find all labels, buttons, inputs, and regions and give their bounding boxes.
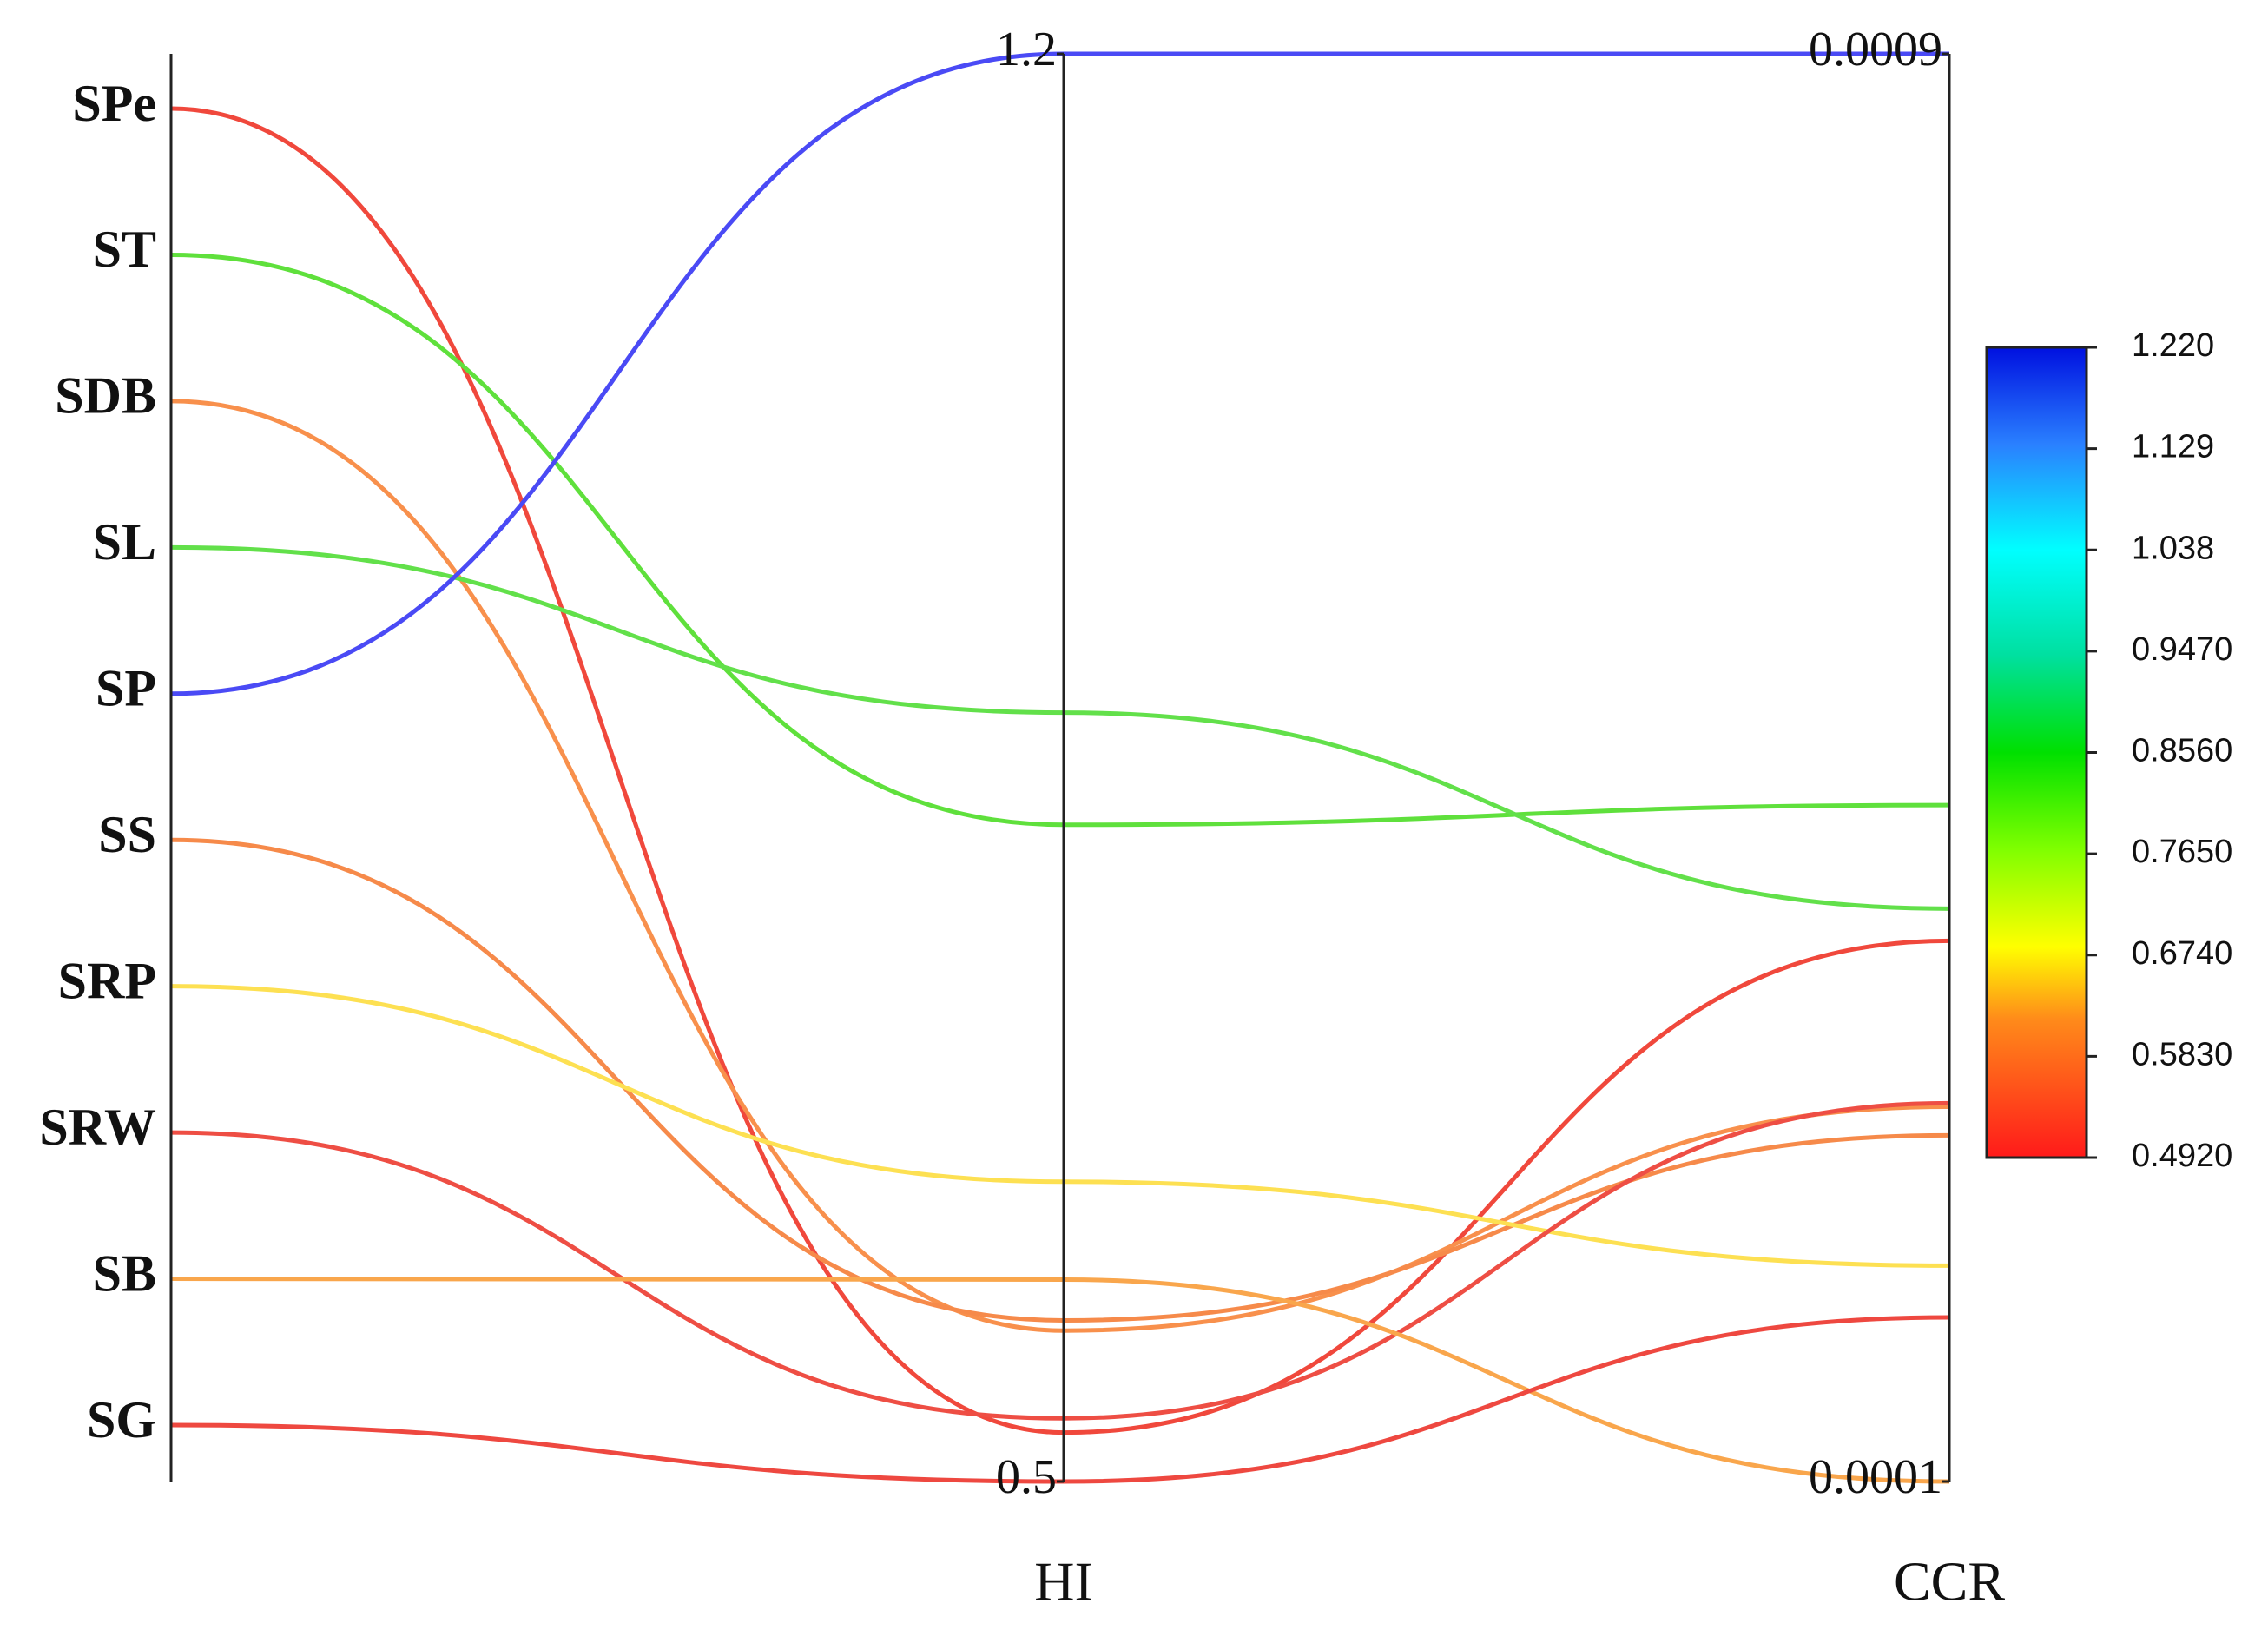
colorbar [1985, 346, 2088, 1159]
category-label: SP [96, 660, 156, 717]
axes: SPe ST SDB SL SP SS SRP SRW SB SG HI 1.2 0.5 CCR 0.000… [39, 23, 2232, 1613]
tick-label: 1.2 [996, 23, 1057, 76]
category-label: SPe [72, 75, 156, 132]
series-line [170, 984, 1950, 1268]
category-label: SRW [39, 1099, 156, 1156]
series-line [170, 544, 1950, 911]
tick-label: 0.0001 [1809, 1450, 1942, 1504]
series-line [170, 51, 1949, 696]
series-line [170, 252, 1950, 828]
series-line [170, 837, 1950, 1323]
category-label: SS [98, 806, 156, 863]
axis-label: HI [1034, 1551, 1093, 1613]
colorbar-label: 0.8560 [2132, 733, 2232, 769]
series-line [170, 1100, 1950, 1421]
series-line [170, 1277, 1950, 1484]
tick-label: 0.5 [996, 1450, 1057, 1504]
tick-label: 0.0009 [1809, 23, 1942, 76]
category-label: SRP [58, 952, 156, 1009]
category-label: SDB [55, 367, 156, 425]
colorbar-label: 0.6740 [2132, 935, 2232, 972]
category-label: SL [93, 513, 156, 571]
axis-label: CCR [1894, 1551, 2005, 1613]
colorbar-label: 1.038 [2132, 530, 2214, 566]
colorbar-label: 0.7650 [2132, 834, 2232, 870]
series-line [170, 106, 1950, 1435]
lines [170, 51, 1950, 1484]
category-label: SB [93, 1244, 156, 1302]
colorbar-label: 0.5830 [2132, 1036, 2232, 1072]
colorbar-label: 0.9470 [2132, 631, 2232, 668]
series-line [170, 1315, 1950, 1484]
series-line [170, 399, 1950, 1333]
category-label: SG [87, 1391, 156, 1449]
colorbar-label: 1.220 [2132, 327, 2214, 364]
colorbar-label: 1.129 [2132, 429, 2214, 465]
colorbar-label: 0.4920 [2132, 1138, 2232, 1174]
category-label: ST [93, 221, 156, 278]
